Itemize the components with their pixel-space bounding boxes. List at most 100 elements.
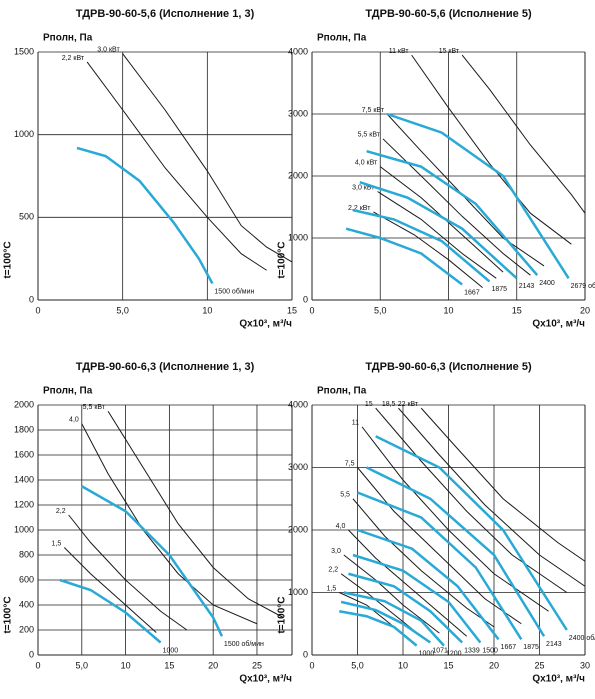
x-tick-label: 30 [580, 660, 590, 670]
x-tick-label: 25 [252, 660, 262, 670]
curve-label: 4,0 [336, 523, 346, 530]
y-tick-label: 0 [29, 294, 34, 304]
curve-label: 2400 [539, 280, 555, 287]
curve-label: 3,0 кВт [352, 184, 375, 191]
curve-label: 1,5 [327, 585, 337, 592]
curve-label: 7,5 [345, 460, 355, 467]
curve [461, 54, 586, 214]
x-tick-label: 25 [534, 660, 544, 670]
curve [339, 610, 418, 647]
curve-label: 22 кВт [398, 401, 419, 408]
curve-label: 4,0 кВт [355, 160, 378, 167]
y-tick-label: 0 [29, 649, 34, 659]
curve [379, 166, 504, 273]
y-tick-label: 2000 [14, 399, 34, 409]
curve [357, 467, 522, 625]
x-axis-label: Qx10³, м³/ч [532, 674, 585, 685]
curve-label: 2,2 кВт [62, 55, 85, 62]
curve-label: 2,2 [328, 567, 338, 574]
y-tick-label: 1800 [14, 424, 34, 434]
x-axis-label: Qx10³, м³/ч [239, 319, 292, 330]
curve [76, 146, 214, 285]
x-tick-label: 15 [287, 305, 297, 315]
x-tick-label: 5,0 [374, 305, 387, 315]
curve [411, 54, 572, 245]
curve [107, 410, 284, 618]
curve [366, 466, 546, 637]
chart-title: ТДРВ-90-60-6,3 (Исполнение 1, 3) [76, 361, 255, 373]
y-tick-label: 1200 [14, 499, 34, 509]
curve-label: 2143 [519, 283, 535, 290]
curve-label: 15 кВт [439, 48, 460, 55]
y-tick-label: 2000 [288, 524, 308, 534]
y-axis-label: Pполн, Па [317, 386, 367, 397]
chart-title: ТДРВ-90-60-5,6 (Исполнение 1, 3) [76, 8, 255, 20]
y-tick-label: 0 [303, 294, 308, 304]
x-tick-label: 0 [309, 660, 314, 670]
curve-label: 1500 [482, 647, 498, 654]
curve [357, 491, 523, 641]
x-tick-label: 0 [35, 660, 40, 670]
curve-label: 1667 [501, 644, 517, 651]
note: t=100°C [277, 241, 288, 278]
curve [340, 600, 432, 644]
y-tick-label: 1000 [288, 587, 308, 597]
y-tick-label: 3000 [288, 108, 308, 118]
y-tick-label: 4000 [288, 399, 308, 409]
curve [357, 528, 500, 641]
x-tick-label: 20 [208, 660, 218, 670]
curve-label: 1875 [523, 644, 539, 651]
y-tick-label: 1000 [288, 232, 308, 242]
curve-label: 2,2 кВт [348, 205, 371, 212]
note: t=100°C [3, 596, 14, 633]
curve [359, 181, 518, 280]
curve-label: 2400 об/мин [569, 634, 595, 642]
curve [386, 112, 570, 279]
y-axis-label: Pполн, Па [43, 33, 93, 44]
curve [343, 591, 445, 647]
curve-label: 3,0 кВт [97, 46, 120, 53]
curve [375, 435, 568, 631]
y-tick-label: 1500 [14, 46, 34, 56]
y-tick-label: 3000 [288, 462, 308, 472]
curve-label: 18,5 [382, 401, 396, 408]
curve-label: 2,2 [56, 508, 66, 515]
x-tick-label: 10 [202, 305, 212, 315]
y-tick-label: 1000 [14, 524, 34, 534]
curve-label: 5,5 кВт [358, 132, 381, 139]
y-tick-label: 600 [19, 574, 34, 584]
curve [343, 554, 440, 634]
curve [340, 573, 422, 637]
curve-label: 5,5 [340, 492, 350, 499]
x-tick-label: 0 [309, 305, 314, 315]
y-tick-label: 2000 [288, 170, 308, 180]
curve-label: 3,0 [331, 548, 341, 555]
curve-label: 1071 [432, 647, 448, 654]
curve [352, 498, 495, 628]
curve-label: 1200 [446, 650, 462, 657]
curve-label: 15 [365, 401, 373, 408]
curve [352, 208, 491, 283]
x-axis-label: Qx10³, м³/ч [239, 674, 292, 685]
y-tick-label: 500 [19, 212, 34, 222]
curve [345, 227, 463, 286]
curve-label: 1500 об/мин [224, 640, 264, 648]
curve [377, 191, 497, 279]
x-tick-label: 10 [121, 660, 131, 670]
x-tick-label: 0 [35, 305, 40, 315]
curve-label: 2679 об/мин [571, 282, 595, 290]
note: t=100°C [3, 241, 14, 278]
curve-label: 11 кВт [389, 48, 410, 55]
curve [398, 407, 586, 587]
curve [68, 514, 188, 631]
curve [59, 578, 162, 644]
curve-label: 1500 об/мин [214, 287, 254, 295]
chart-title: ТДРВ-90-60-5,6 (Исполнение 5) [365, 8, 532, 20]
y-axis-label: Pполн, Па [317, 33, 367, 44]
x-axis-label: Qx10³, м³/ч [532, 319, 585, 330]
curve-label: 1000 [419, 650, 435, 657]
curve [373, 211, 483, 288]
curve-label: 1000 [163, 647, 179, 654]
y-tick-label: 1600 [14, 449, 34, 459]
